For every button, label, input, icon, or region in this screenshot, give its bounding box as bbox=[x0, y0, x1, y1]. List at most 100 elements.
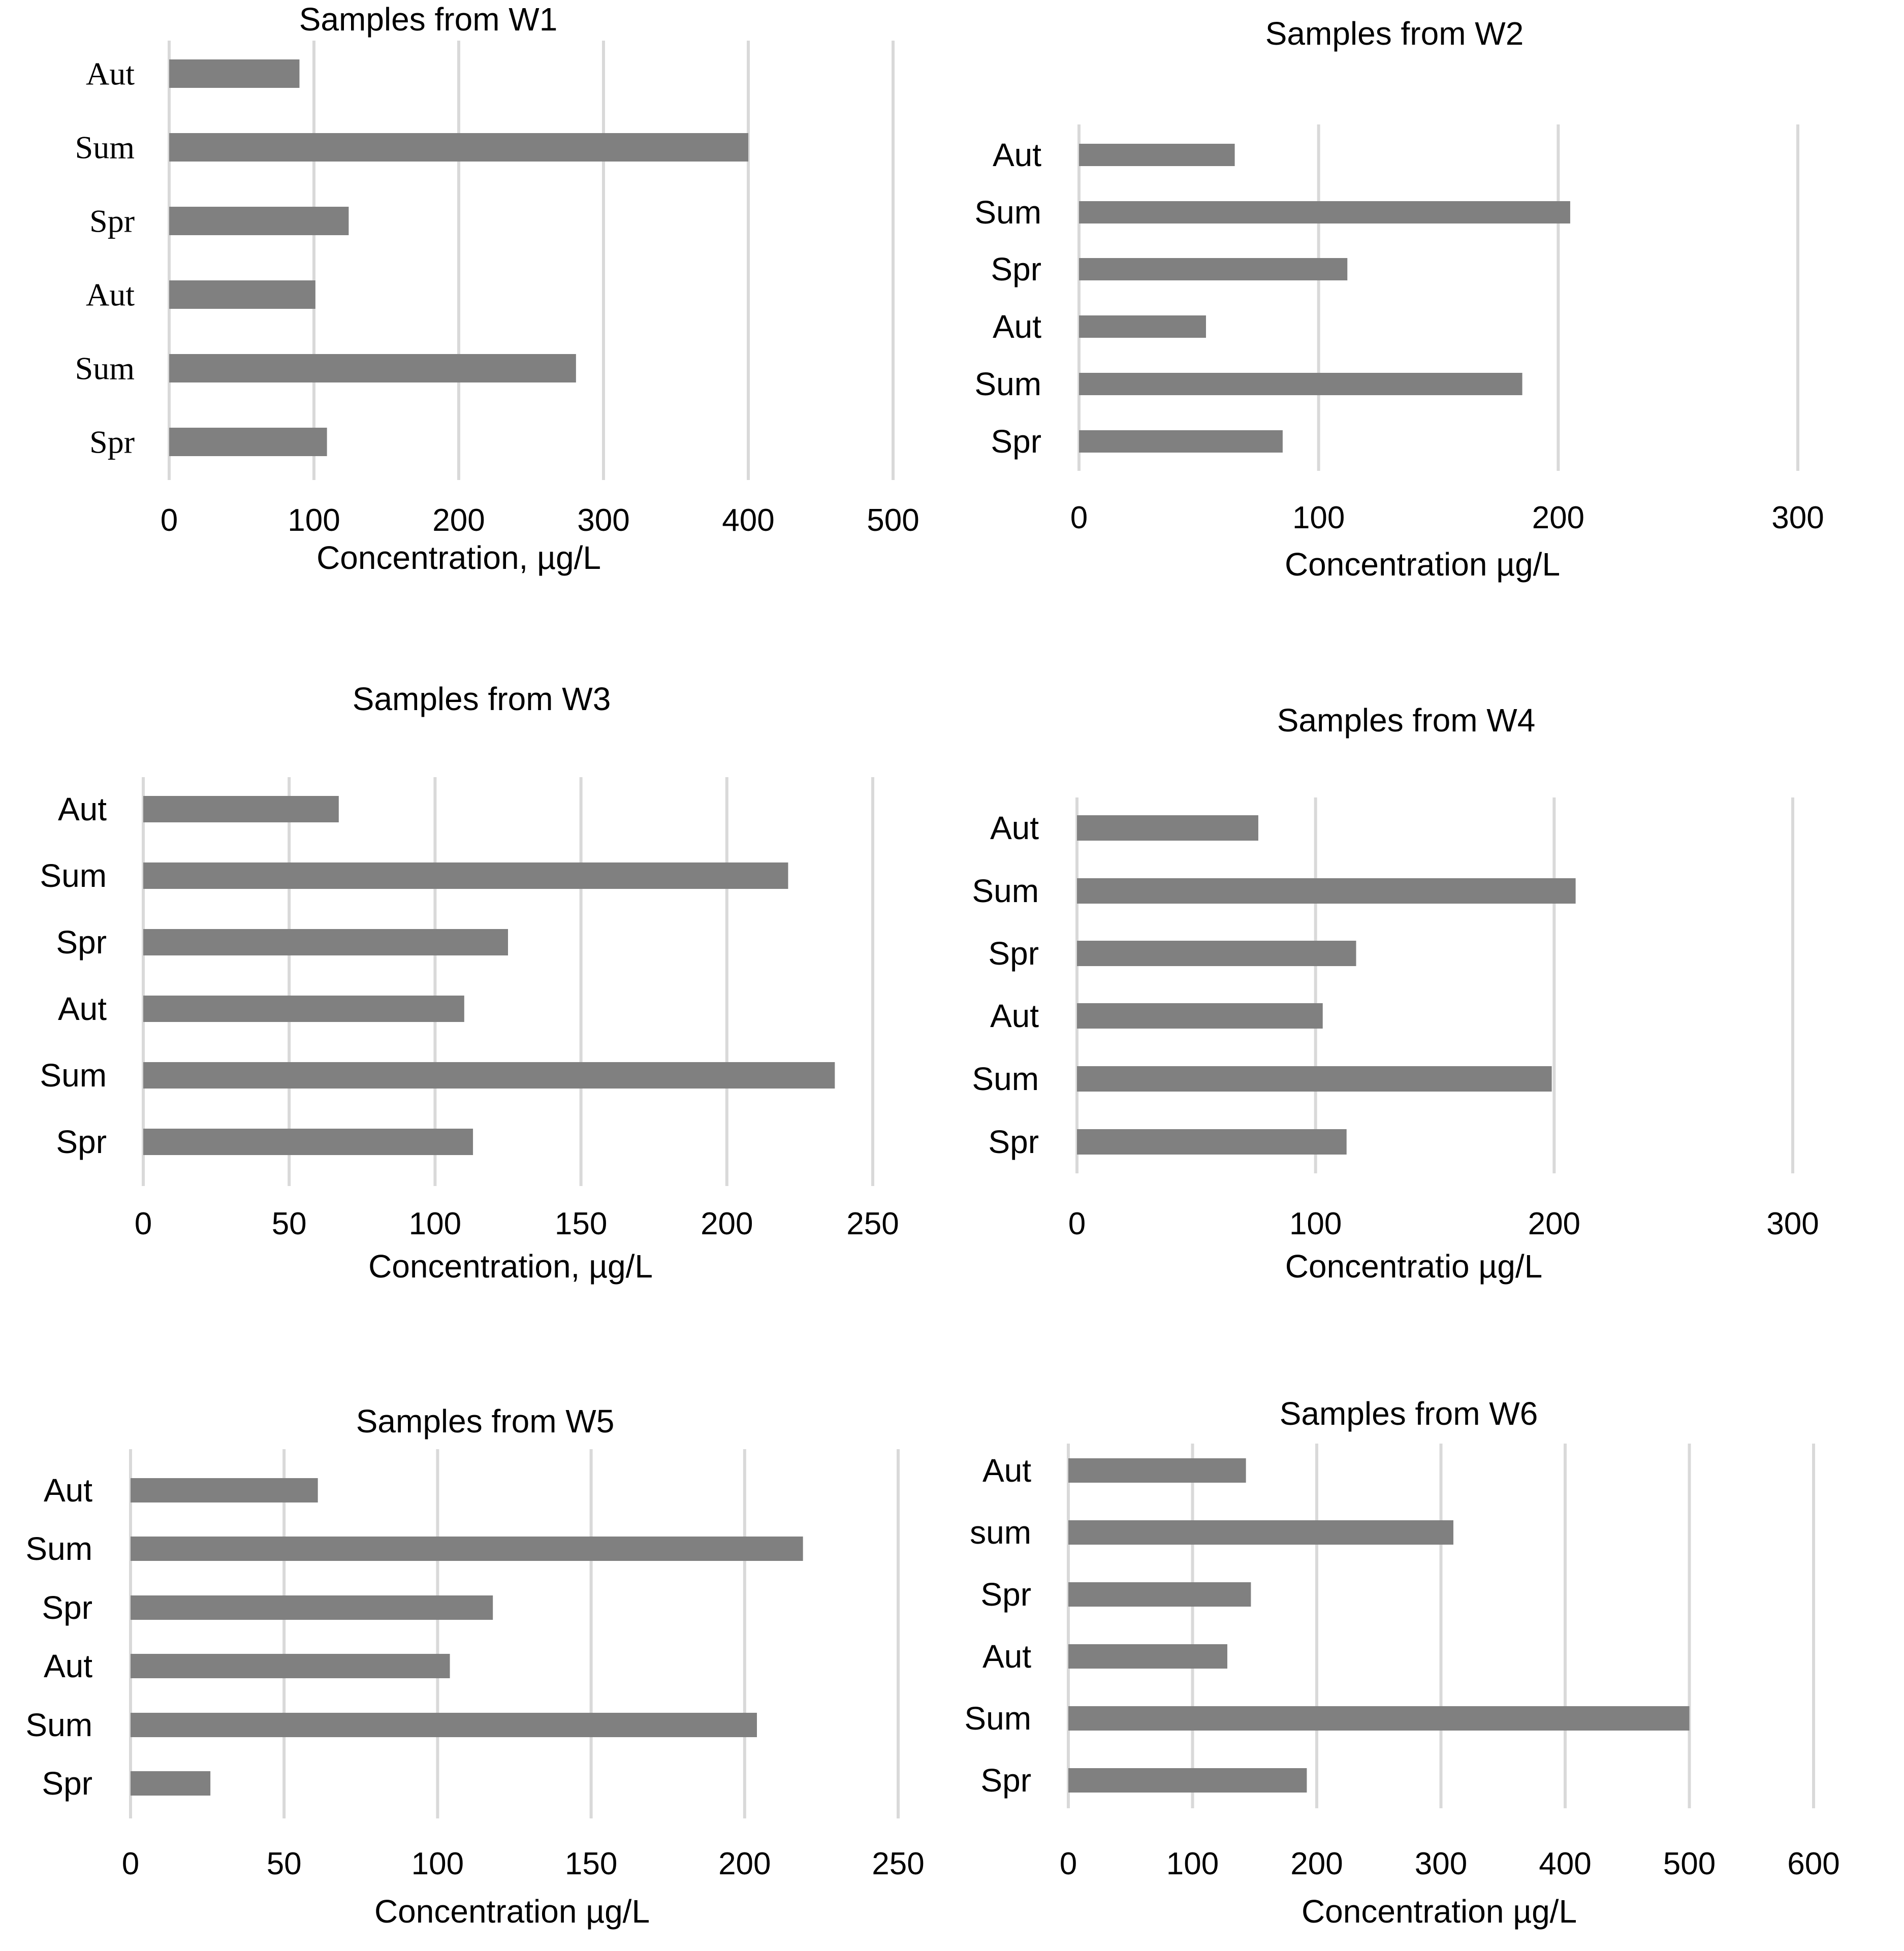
chart-1-category-label: Sum bbox=[75, 130, 135, 166]
chart-5-bar bbox=[131, 1478, 318, 1502]
chart-4-bar bbox=[1077, 1066, 1552, 1092]
chart-2-x-tick-label: 300 bbox=[1771, 500, 1824, 535]
chart-5-x-axis-label: Concentration µg/L bbox=[374, 1893, 650, 1930]
chart-1-x-axis-label: Concentration, µg/L bbox=[316, 539, 601, 576]
chart-5-x-tick-label: 100 bbox=[411, 1846, 464, 1881]
chart-4-bar bbox=[1077, 1129, 1347, 1155]
chart-1-category-label: Spr bbox=[89, 203, 135, 239]
chart-2-bar bbox=[1079, 258, 1348, 280]
chart-5-bar bbox=[131, 1595, 493, 1620]
chart-6-bar bbox=[1068, 1768, 1307, 1793]
chart-3-category-label: Spr bbox=[56, 1124, 107, 1160]
chart-1-x-tick-label: 200 bbox=[432, 503, 485, 538]
chart-3-title: Samples from W3 bbox=[353, 681, 611, 717]
chart-5-x-tick-label: 200 bbox=[718, 1846, 771, 1881]
chart-3-x-tick-label: 50 bbox=[272, 1206, 307, 1241]
chart-5-x-tick-label: 250 bbox=[872, 1846, 924, 1881]
chart-5-x-tick-label: 50 bbox=[267, 1846, 302, 1881]
chart-5-category-label: Aut bbox=[44, 1648, 92, 1684]
chart-3-bar bbox=[143, 1062, 835, 1089]
chart-1-x-tick-label: 0 bbox=[161, 503, 178, 538]
chart-2-title: Samples from W2 bbox=[1265, 15, 1524, 52]
chart-4-x-tick-label: 200 bbox=[1528, 1206, 1580, 1241]
chart-5-bar bbox=[131, 1537, 803, 1561]
chart-2-x-tick-label: 200 bbox=[1532, 500, 1584, 535]
chart-1-category-label: Aut bbox=[86, 56, 135, 92]
chart-3-bar bbox=[143, 796, 339, 822]
chart-3-x-tick-label: 200 bbox=[701, 1206, 753, 1241]
chart-6-x-tick-label: 600 bbox=[1787, 1846, 1839, 1881]
chart-3-x-axis-label: Concentration, µg/L bbox=[368, 1248, 653, 1285]
chart-1-bar bbox=[169, 59, 300, 88]
chart-5-category-label: Spr bbox=[42, 1589, 92, 1626]
chart-4-title: Samples from W4 bbox=[1277, 702, 1536, 739]
chart-6-category-label: Aut bbox=[982, 1452, 1031, 1489]
chart-3-category-label: Aut bbox=[58, 990, 107, 1027]
chart-6-x-tick-label: 500 bbox=[1663, 1846, 1716, 1881]
chart-6-bar bbox=[1068, 1706, 1690, 1731]
chart-2-category-label: Sum bbox=[974, 366, 1041, 402]
chart-6-category-label: Sum bbox=[964, 1700, 1031, 1737]
chart-6-x-tick-label: 200 bbox=[1290, 1846, 1343, 1881]
chart-3-bar bbox=[143, 996, 464, 1022]
chart-5-category-label: Sum bbox=[25, 1707, 92, 1743]
chart-2-bar bbox=[1079, 201, 1570, 223]
chart-3-x-tick-label: 250 bbox=[846, 1206, 899, 1241]
chart-6-bar bbox=[1068, 1520, 1453, 1545]
chart-3-x-tick-label: 150 bbox=[555, 1206, 607, 1241]
chart-2-x-axis-label: Concentration µg/L bbox=[1285, 546, 1560, 583]
chart-6-bar bbox=[1068, 1458, 1246, 1483]
chart-3-category-label: Sum bbox=[40, 1057, 107, 1094]
chart-1-category-label: Spr bbox=[89, 424, 135, 460]
chart-4-x-tick-label: 0 bbox=[1068, 1206, 1086, 1241]
chart-3-x-tick-label: 0 bbox=[135, 1206, 152, 1241]
chart-4-bar bbox=[1077, 815, 1258, 841]
chart-2-bar bbox=[1079, 373, 1522, 395]
chart-6-x-tick-label: 100 bbox=[1166, 1846, 1219, 1881]
chart-1-x-tick-label: 100 bbox=[288, 503, 340, 538]
chart-1-bar bbox=[169, 354, 576, 382]
chart-6-category-label: Aut bbox=[982, 1638, 1031, 1675]
chart-3-bar bbox=[143, 1129, 473, 1155]
chart-1-category-label: Aut bbox=[86, 277, 135, 313]
chart-4-category-label: Aut bbox=[990, 810, 1039, 846]
chart-3-x-tick-label: 100 bbox=[409, 1206, 461, 1241]
chart-3-category-label: Aut bbox=[58, 791, 107, 827]
chart-5-x-tick-label: 150 bbox=[565, 1846, 617, 1881]
chart-1-x-tick-label: 400 bbox=[722, 503, 774, 538]
chart-2-x-tick-label: 0 bbox=[1070, 500, 1088, 535]
chart-1-bar bbox=[169, 280, 315, 309]
chart-4-category-label: Sum bbox=[972, 1061, 1039, 1097]
chart-1-category-label: Sum bbox=[75, 350, 135, 387]
chart-6-bar bbox=[1068, 1644, 1227, 1669]
chart-1-x-tick-label: 500 bbox=[867, 503, 919, 538]
chart-6-x-tick-label: 0 bbox=[1060, 1846, 1077, 1881]
chart-5-category-label: Sum bbox=[25, 1530, 92, 1567]
chart-2-bar bbox=[1079, 315, 1206, 338]
chart-4-x-axis-label: Concentratio µg/L bbox=[1285, 1248, 1543, 1285]
chart-4-x-tick-label: 300 bbox=[1766, 1206, 1819, 1241]
chart-6-category-label: Spr bbox=[980, 1576, 1031, 1613]
chart-5-x-tick-label: 0 bbox=[122, 1846, 139, 1881]
chart-4-x-tick-label: 100 bbox=[1289, 1206, 1342, 1241]
chart-2-category-label: Sum bbox=[974, 194, 1041, 231]
chart-4-category-label: Sum bbox=[972, 873, 1039, 909]
chart-4-bar bbox=[1077, 878, 1576, 904]
chart-2-x-tick-label: 100 bbox=[1292, 500, 1345, 535]
chart-2-category-label: Spr bbox=[991, 251, 1041, 287]
chart-5-title: Samples from W5 bbox=[356, 1403, 615, 1440]
chart-2-category-label: Spr bbox=[991, 423, 1041, 460]
chart-4-bar bbox=[1077, 1003, 1323, 1029]
chart-1-bar bbox=[169, 207, 349, 235]
chart-6-category-label: Spr bbox=[980, 1762, 1031, 1799]
chart-4-category-label: Aut bbox=[990, 998, 1039, 1034]
chart-3-bar bbox=[143, 929, 508, 955]
chart-6-title: Samples from W6 bbox=[1280, 1395, 1538, 1432]
chart-2-bar bbox=[1079, 430, 1283, 453]
chart-1-title: Samples from W1 bbox=[299, 1, 558, 38]
chart-3-category-label: Sum bbox=[40, 857, 107, 894]
chart-6-bar bbox=[1068, 1582, 1251, 1607]
chart-4-category-label: Spr bbox=[988, 935, 1039, 972]
chart-1-bar bbox=[169, 428, 327, 456]
